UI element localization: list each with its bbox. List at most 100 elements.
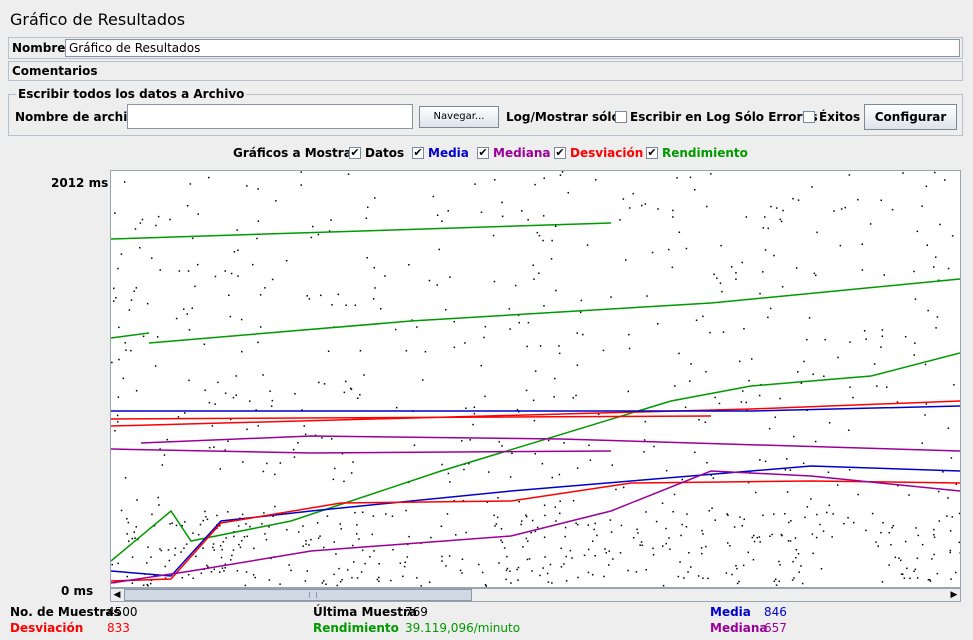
desviacion-line-lower	[111, 480, 960, 582]
datos-point	[622, 198, 625, 200]
datos-point	[662, 584, 665, 587]
datos-point	[672, 511, 674, 513]
datos-point	[890, 544, 892, 546]
graph-scrollbar[interactable]: ◀ ▶	[110, 588, 961, 602]
datos-point	[810, 498, 812, 500]
datos-point	[921, 543, 924, 546]
datos-point	[159, 548, 161, 550]
datos-point	[595, 179, 597, 181]
datos-point	[563, 442, 565, 444]
datos-point	[356, 577, 359, 579]
success-checkbox[interactable]	[803, 111, 815, 123]
datos-point	[762, 271, 764, 273]
datos-point	[371, 533, 373, 536]
datos-point	[405, 509, 407, 512]
datos-point	[305, 543, 307, 545]
datos-point	[484, 395, 486, 398]
datos-point	[779, 397, 781, 400]
average-value: 846	[764, 605, 787, 619]
datos-point	[469, 439, 471, 441]
datos-point	[264, 287, 266, 289]
datos-point	[338, 567, 340, 570]
datos-point	[637, 532, 639, 534]
datos-point	[820, 568, 823, 570]
datos-point	[135, 526, 137, 528]
datos-point	[852, 396, 854, 399]
datos-point	[319, 535, 321, 537]
datos-point	[521, 520, 523, 522]
datos-point	[767, 227, 769, 230]
datos-point	[632, 192, 634, 195]
datos-point	[224, 270, 226, 272]
datos-point	[357, 397, 359, 399]
scroll-right-icon[interactable]: ▶	[950, 590, 958, 600]
datos-point	[572, 397, 574, 399]
datos-point	[764, 216, 766, 218]
filename-input[interactable]	[127, 104, 413, 129]
datos-point	[343, 480, 345, 483]
datos-point	[779, 218, 781, 221]
mediana-checkbox[interactable]: ✔	[477, 146, 489, 159]
datos-point	[123, 181, 126, 183]
scroll-left-icon[interactable]: ◀	[113, 590, 121, 600]
configure-button[interactable]: Configurar	[864, 104, 957, 130]
datos-point	[449, 276, 451, 278]
datos-point	[310, 538, 312, 541]
datos-point	[755, 491, 757, 494]
datos-point	[117, 396, 120, 398]
datos-point	[704, 421, 707, 423]
datos-point	[694, 451, 696, 454]
datos-point	[509, 570, 511, 572]
browse-button[interactable]: Navegar...	[419, 106, 499, 128]
datos-point	[646, 295, 648, 297]
datos-point	[356, 533, 358, 535]
datos-checkbox[interactable]: ✔	[349, 146, 361, 159]
datos-point	[335, 553, 337, 555]
datos-point	[800, 382, 803, 384]
desviacion-checkbox[interactable]: ✔	[554, 146, 566, 159]
datos-point	[608, 564, 610, 566]
datos-point	[770, 205, 772, 208]
datos-point	[902, 573, 904, 575]
datos-point	[345, 304, 347, 306]
errors-only-checkbox[interactable]	[615, 111, 627, 123]
datos-point	[644, 420, 647, 423]
datos-point	[312, 225, 314, 228]
datos-point	[603, 575, 605, 578]
datos-point	[869, 223, 872, 225]
datos-point	[620, 524, 623, 527]
datos-point	[300, 171, 302, 173]
datos-point	[229, 315, 232, 318]
datos-point	[848, 429, 850, 431]
y-axis-max-label: 2012 ms	[51, 176, 109, 190]
comments-row[interactable]: Comentarios	[8, 61, 963, 81]
datos-point	[169, 523, 171, 525]
datos-point	[788, 521, 790, 524]
desviacion-label: Desviación	[570, 146, 644, 160]
datos-point	[773, 513, 775, 515]
media-checkbox[interactable]: ✔	[412, 146, 424, 159]
datos-point	[323, 383, 326, 385]
datos-point	[488, 471, 490, 473]
datos-point	[464, 342, 466, 344]
datos-point	[543, 536, 546, 538]
datos-point	[420, 585, 422, 587]
datos-point	[303, 425, 305, 427]
datos-point	[363, 374, 365, 376]
datos-point	[331, 304, 333, 306]
datos-point	[175, 524, 178, 527]
samples-label: No. de Muestras	[10, 605, 121, 619]
rendimiento-checkbox[interactable]: ✔	[646, 146, 658, 159]
scroll-thumb[interactable]	[124, 589, 472, 601]
datos-point	[232, 549, 235, 551]
datos-point	[929, 580, 932, 582]
datos-point	[154, 365, 157, 367]
datos-point	[774, 416, 776, 418]
name-input[interactable]	[65, 39, 960, 57]
datos-point	[235, 394, 237, 396]
datos-point	[636, 528, 638, 531]
datos-point	[509, 476, 512, 478]
datos-point	[403, 565, 406, 568]
datos-point	[321, 582, 324, 584]
datos-point	[651, 251, 654, 254]
